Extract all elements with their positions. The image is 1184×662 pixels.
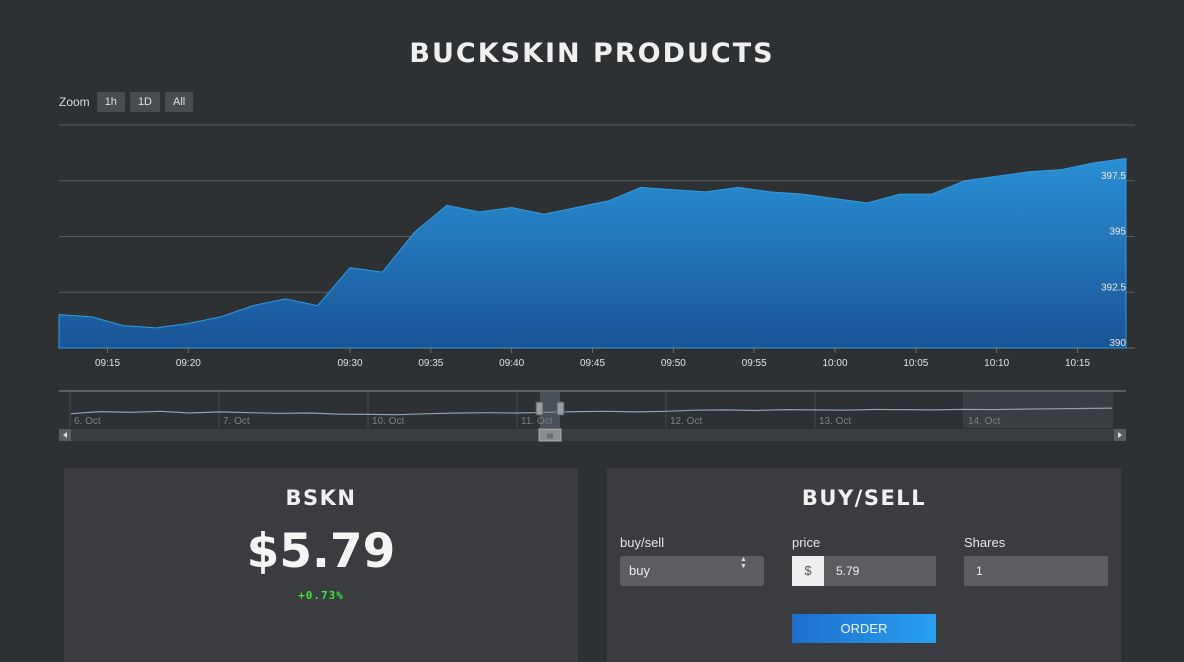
navigator-right-handle[interactable] [556, 401, 565, 416]
price-chart: 390 392.5 395 397.5 09:15 09:20 09:30 09:35 09:… [58, 124, 1135, 442]
zoom-controls: Zoom 1h 1D All [59, 92, 194, 112]
zoom-1h-button[interactable]: 1h [96, 92, 125, 112]
chevron-right-icon [1118, 432, 1122, 438]
scrollbar-grip-icon: III [547, 433, 553, 441]
x-tick-label: 10:15 [1065, 358, 1090, 369]
scrollbar-track[interactable] [59, 429, 1126, 441]
side-select-value: buy [629, 563, 650, 578]
x-tick-label: 10:00 [822, 358, 847, 369]
side-select[interactable]: buy ▲▼ [620, 556, 764, 586]
y-tick-label: 390 [1109, 338, 1126, 349]
price-label: price [792, 535, 821, 550]
navigator-series-line [70, 407, 1113, 416]
navigator-window[interactable] [540, 392, 560, 428]
price-change-badge: +0.73% [298, 589, 344, 602]
x-tick-label: 09:35 [418, 358, 443, 369]
shares-label: Shares [964, 535, 1006, 550]
navigator-date-label: 10. Oct [372, 416, 404, 427]
order-panel-title: BUY/SELL [801, 486, 927, 510]
x-tick-label: 09:40 [499, 358, 524, 369]
navigator-date-label: 6. Oct [74, 416, 101, 427]
order-panel: BUY/SELL buy/sell buy ▲▼ price $ Shares … [607, 468, 1121, 662]
x-tick-label: 09:15 [95, 358, 120, 369]
navigator-date-label: 14. Oct [968, 416, 1000, 427]
x-tick-label: 09:55 [742, 358, 767, 369]
x-tick-label: 09:50 [661, 358, 686, 369]
page-title: BUCKSKIN PRODUCTS [409, 38, 775, 69]
price-input[interactable] [824, 556, 936, 586]
order-button[interactable]: ORDER [792, 614, 936, 643]
navigator-left-handle[interactable] [535, 401, 544, 416]
zoom-all-button[interactable]: All [165, 92, 194, 112]
currency-addon: $ [792, 556, 824, 586]
zoom-label: Zoom [59, 95, 90, 109]
y-tick-label: 397.5 [1101, 171, 1126, 182]
y-tick-label: 395 [1109, 227, 1126, 238]
x-tick-label: 10:05 [903, 358, 928, 369]
ticker-symbol: BSKN [285, 486, 357, 510]
navigator-date-label: 7. Oct [223, 416, 250, 427]
y-tick-label: 392.5 [1101, 282, 1126, 293]
shares-input[interactable] [964, 556, 1108, 586]
navigator[interactable]: 6. Oct 7. Oct 10. Oct 11. Oct 12. Oct 13. Oct… [59, 390, 1126, 442]
x-tick-label: 10:10 [984, 358, 1009, 369]
navigator-date-label: 13. Oct [819, 416, 851, 427]
stock-summary-panel: BSKN $5.79 +0.73% [64, 468, 578, 662]
navigator-date-label: 12. Oct [670, 416, 702, 427]
price-area-series [58, 157, 1127, 349]
chevron-left-icon [63, 432, 67, 438]
x-tick-label: 09:30 [337, 358, 362, 369]
scrollbar-thumb[interactable] [538, 428, 562, 442]
x-tick-label: 09:20 [176, 358, 201, 369]
zoom-1d-button[interactable]: 1D [129, 92, 160, 112]
x-tick-label: 09:45 [580, 358, 605, 369]
navigator-date-label: 11. Oct [521, 416, 553, 427]
stock-price: $5.79 [246, 524, 396, 579]
side-label: buy/sell [620, 535, 665, 550]
select-updown-icon: ▲▼ [740, 556, 747, 570]
